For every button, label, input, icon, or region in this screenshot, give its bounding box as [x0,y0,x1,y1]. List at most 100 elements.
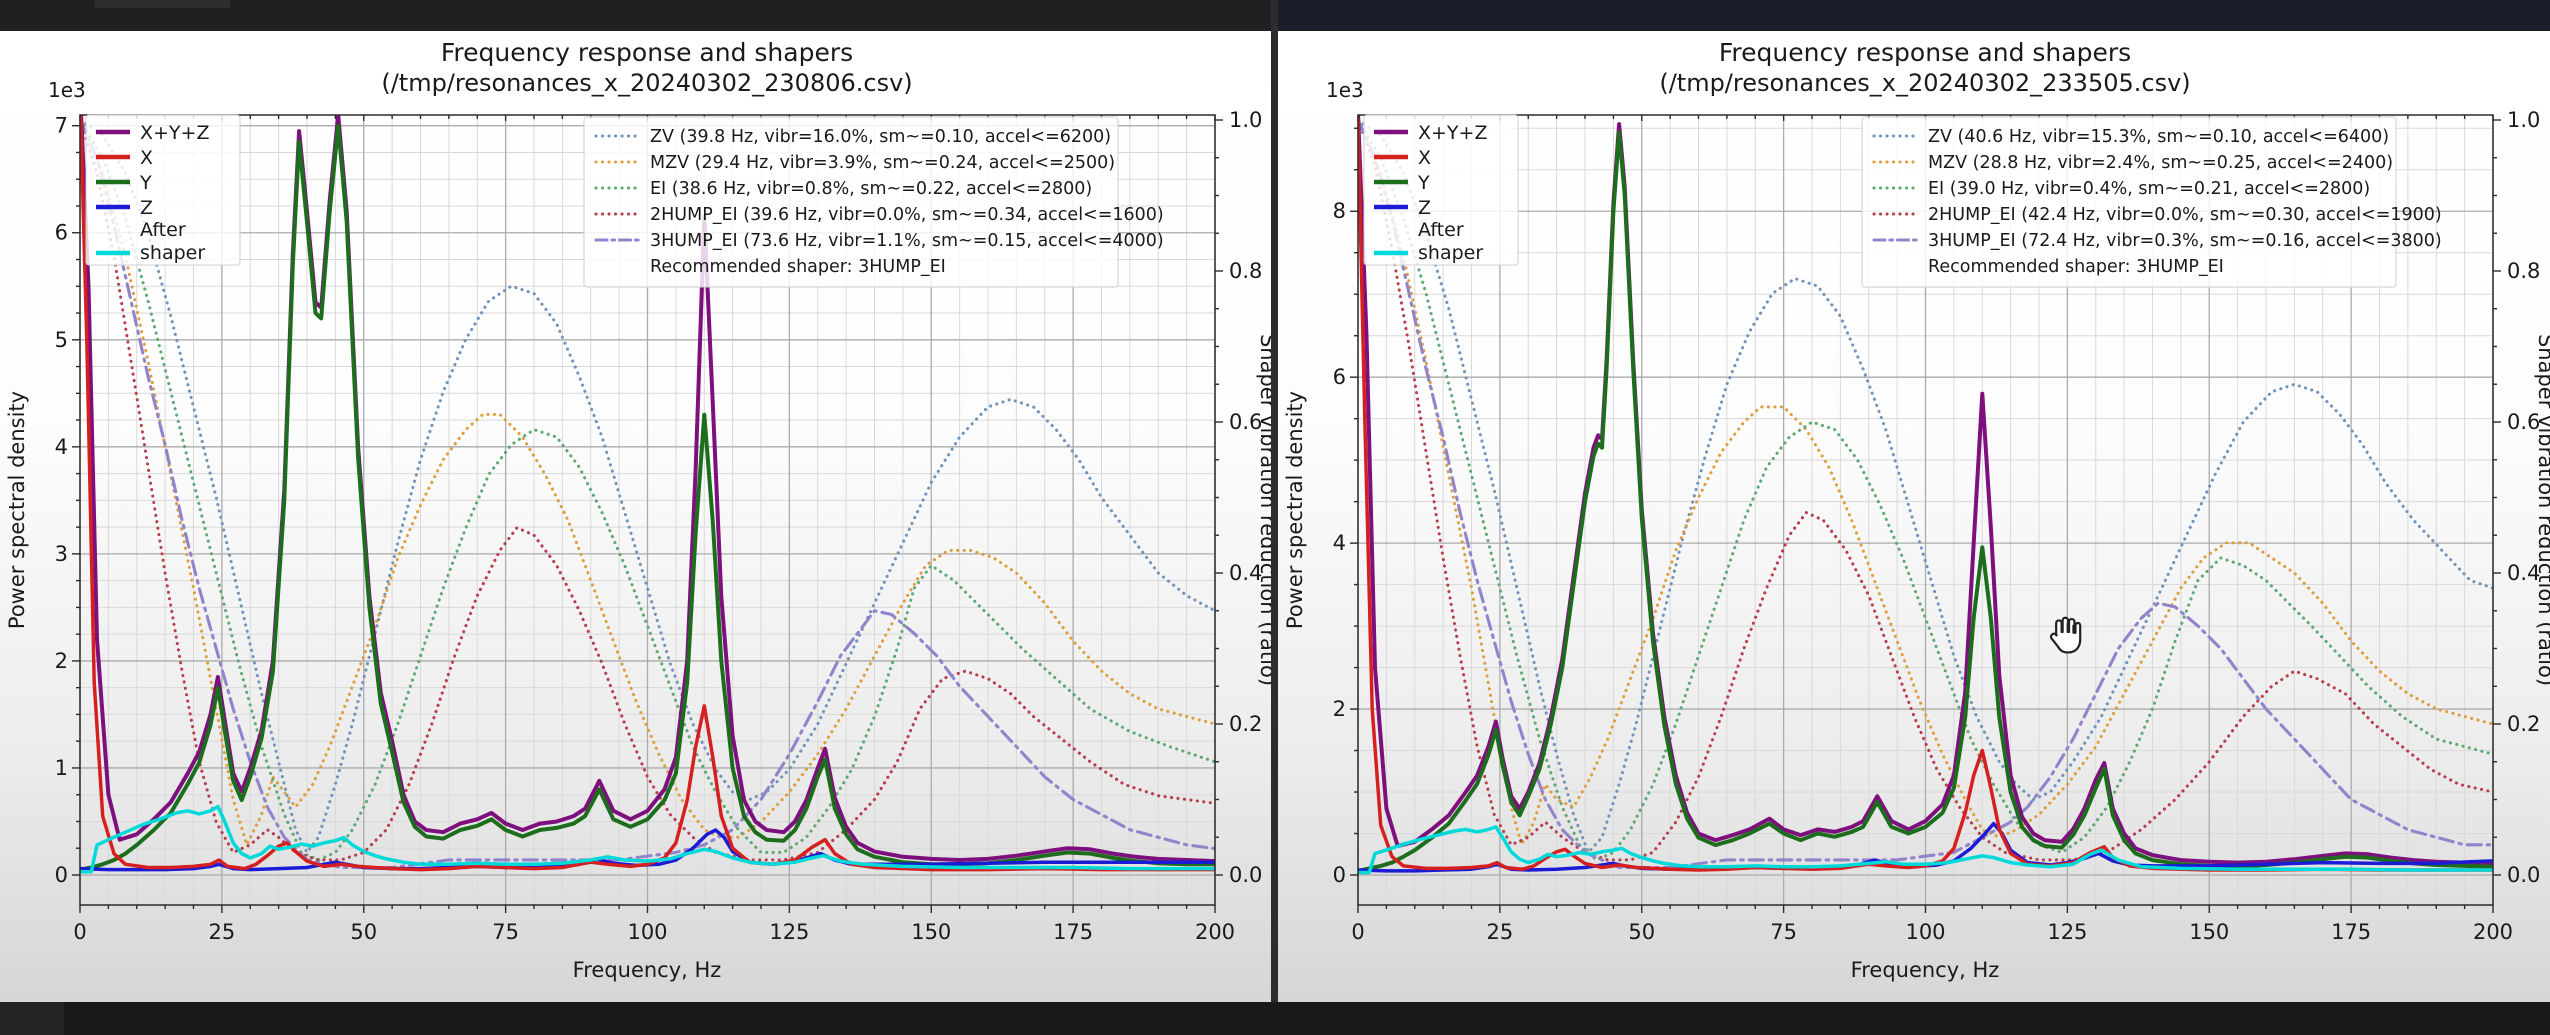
svg-text:100: 100 [1905,920,1945,944]
left-figure-panel: Frequency response and shapers (/tmp/reso… [0,31,1280,1002]
y-axis-offset-text: 1e3 [48,78,86,102]
svg-text:125: 125 [769,920,809,944]
chart-title: Frequency response and shapers [1719,38,2131,67]
svg-text:1.0: 1.0 [2507,108,2540,132]
x-axis-label: Frequency, Hz [573,958,722,982]
chart-subtitle: (/tmp/resonances_x_20240302_230806.csv) [381,69,912,97]
svg-text:200: 200 [2473,920,2513,944]
recommended-shaper-text: Recommended shaper: 3HUMP_EI [650,257,946,277]
shaper-legend: ZV (40.6 Hz, vibr=15.3%, sm~=0.10, accel… [1861,116,2442,288]
svg-text:0: 0 [1351,920,1364,944]
ratio-curve-2HUMP_EI [80,118,1215,862]
frequency-response-chart-right[interactable]: Frequency response and shapers(/tmp/reso… [1278,31,2550,1002]
svg-text:5: 5 [55,328,68,352]
svg-text:2HUMP_EI (39.6 Hz, vibr=0.0%,: 2HUMP_EI (39.6 Hz, vibr=0.0%, sm~=0.34, … [650,205,1164,225]
bottom-bar-chip [0,1002,64,1035]
svg-text:175: 175 [2331,920,2371,944]
svg-text:1: 1 [55,756,68,780]
svg-text:0: 0 [55,863,68,887]
recommended-shaper-text: Recommended shaper: 3HUMP_EI [1928,257,2224,277]
psd-curve-After-shaper [80,804,1215,874]
svg-text:Y: Y [1417,172,1430,194]
svg-text:25: 25 [1487,920,1514,944]
ratio-curve-ZV [1358,118,2493,854]
psd-curve-X [80,115,1215,872]
svg-text:0.2: 0.2 [1229,712,1262,736]
svg-text:6: 6 [1333,365,1346,389]
svg-text:0.4: 0.4 [2507,561,2540,585]
svg-text:150: 150 [2189,920,2229,944]
svg-text:2: 2 [1333,697,1346,721]
svg-text:0.0: 0.0 [2507,863,2540,887]
top-bar-left [0,0,1272,31]
psd-curve-After-shaper [1358,825,2493,875]
svg-text:75: 75 [1770,920,1797,944]
svg-text:Y: Y [139,172,152,194]
svg-text:4: 4 [1333,531,1346,555]
svg-text:0.8: 0.8 [1229,259,1262,283]
ratio-curve-MZV [80,118,1215,847]
frequency-response-chart-left[interactable]: Frequency response and shapers(/tmp/reso… [0,31,1280,1002]
ratio-curve-EI [80,118,1215,862]
psd-curve-X [1358,118,2493,872]
y2-axis-label: Shaper vibration reduction (ratio) [1256,334,1272,686]
svg-text:25: 25 [209,920,236,944]
svg-text:Z: Z [1418,197,1431,219]
y-axis-label: Power spectral density [5,391,29,629]
svg-text:shaper: shaper [140,242,205,264]
svg-text:7: 7 [55,114,68,138]
svg-text:MZV (28.8 Hz, vibr=2.4%, sm~=0: MZV (28.8 Hz, vibr=2.4%, sm~=0.25, accel… [1928,153,2393,173]
ratio-curve-EI [1358,118,2493,862]
ratio-curve-MZV [1358,118,2493,847]
svg-text:150: 150 [911,920,951,944]
svg-text:0: 0 [1333,863,1346,887]
x-axis-label: Frequency, Hz [1851,958,2000,982]
shaper-legend: ZV (39.8 Hz, vibr=16.0%, sm~=0.10, accel… [583,116,1164,288]
svg-text:shaper: shaper [1418,242,1483,264]
chart-subtitle: (/tmp/resonances_x_20240302_233505.csv) [1659,69,2190,97]
window-divider[interactable] [1271,0,1278,1035]
y-axis-offset-text: 1e3 [1326,78,1364,102]
svg-text:EI (38.6 Hz, vibr=0.8%, sm~=0.: EI (38.6 Hz, vibr=0.8%, sm~=0.22, accel<… [650,179,1092,199]
top-bar [0,0,2550,31]
y2-axis-label: Shaper vibration reduction (ratio) [2534,334,2550,686]
svg-text:200: 200 [1195,920,1235,944]
svg-text:0.6: 0.6 [1229,410,1262,434]
svg-text:0.0: 0.0 [1229,863,1262,887]
svg-text:0.2: 0.2 [2507,712,2540,736]
svg-text:X+Y+Z: X+Y+Z [1418,122,1487,144]
svg-text:X: X [140,147,153,169]
axis-labels: Frequency response and shapers(/tmp/reso… [1283,38,2550,982]
svg-text:50: 50 [1628,920,1655,944]
psd-curve-Y [80,123,1215,872]
svg-text:6: 6 [55,221,68,245]
psd-curve-Y [1358,130,2493,873]
svg-text:2HUMP_EI (42.4 Hz, vibr=0.0%,: 2HUMP_EI (42.4 Hz, vibr=0.0%, sm~=0.30, … [1928,205,2442,225]
chart-title: Frequency response and shapers [441,38,853,67]
svg-text:X: X [1418,147,1431,169]
ratio-curve-2HUMP_EI [1358,118,2493,862]
svg-text:ZV (39.8 Hz, vibr=16.0%, sm~=0: ZV (39.8 Hz, vibr=16.0%, sm~=0.10, accel… [650,127,1111,147]
svg-text:Z: Z [140,197,153,219]
svg-text:125: 125 [2047,920,2087,944]
svg-text:3HUMP_EI (72.4 Hz, vibr=0.3%,: 3HUMP_EI (72.4 Hz, vibr=0.3%, sm~=0.16, … [1928,231,2442,251]
svg-text:After: After [140,219,186,241]
svg-text:2: 2 [55,649,68,673]
svg-text:3HUMP_EI (73.6 Hz, vibr=1.1%,: 3HUMP_EI (73.6 Hz, vibr=1.1%, sm~=0.15, … [650,231,1164,251]
ratio-curve-3HUMP_EI [80,118,1215,870]
svg-text:After: After [1418,219,1464,241]
top-bar-tab [95,0,230,8]
svg-text:ZV (40.6 Hz, vibr=15.3%, sm~=0: ZV (40.6 Hz, vibr=15.3%, sm~=0.10, accel… [1928,127,2389,147]
svg-text:0.6: 0.6 [2507,410,2540,434]
y-axis-label: Power spectral density [1283,391,1307,629]
svg-text:4: 4 [55,435,68,459]
ratio-curve-ZV [80,118,1215,854]
svg-text:0.8: 0.8 [2507,259,2540,283]
svg-text:EI (39.0 Hz, vibr=0.4%, sm~=0.: EI (39.0 Hz, vibr=0.4%, sm~=0.21, accel<… [1928,179,2370,199]
bottom-bar [0,1002,2550,1035]
psd-curve-X+Y+Z [1358,115,2493,866]
svg-text:75: 75 [492,920,519,944]
